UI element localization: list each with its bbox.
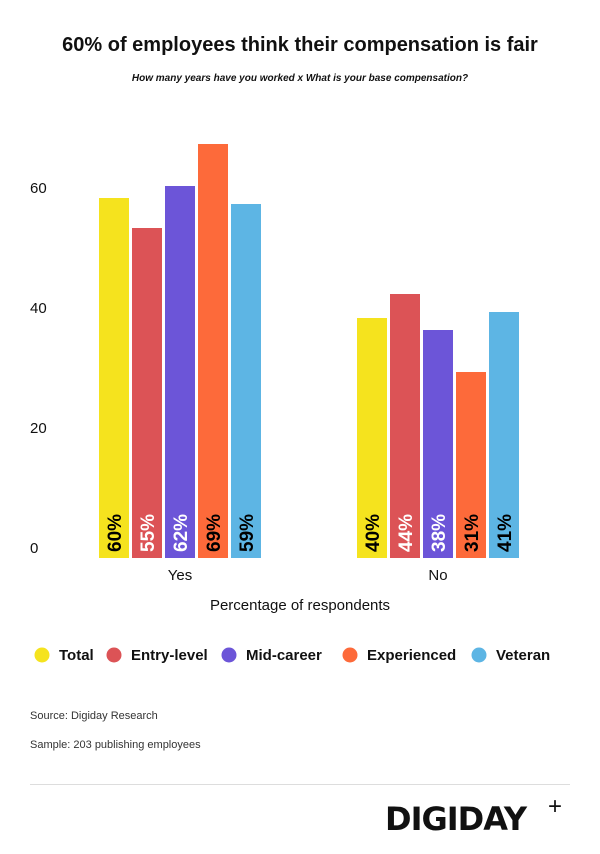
data-label: 38% xyxy=(429,514,450,552)
legend-label: Mid-career xyxy=(246,647,322,664)
legend-label: Veteran xyxy=(496,647,550,664)
y-tick-label: 40 xyxy=(30,300,47,317)
chart-subtitle: How many years have you worked x What is… xyxy=(131,73,469,84)
data-label: 44% xyxy=(396,514,417,552)
legend-swatch-entry-level xyxy=(106,647,122,663)
legend-swatch-mid-career xyxy=(221,647,237,663)
bar-experienced-yes xyxy=(198,144,228,558)
plus-icon: + xyxy=(548,793,563,820)
bar-mid-career-no xyxy=(423,330,453,558)
data-label: 69% xyxy=(204,514,225,552)
y-tick-label: 0 xyxy=(30,540,38,557)
legend-label: Entry-level xyxy=(131,647,208,664)
data-label: 60% xyxy=(105,514,126,552)
legend-label: Total xyxy=(59,647,94,664)
data-label: 40% xyxy=(363,514,384,552)
x-category-label: No xyxy=(428,567,447,584)
legend-swatch-veteran xyxy=(471,647,487,663)
sample-note: Sample: 203 publishing employees xyxy=(30,739,201,751)
footer-divider xyxy=(30,784,570,785)
digiday-logo: DIGIDAY xyxy=(385,800,527,838)
data-label: 41% xyxy=(495,514,516,552)
x-category-label: Yes xyxy=(168,567,192,584)
bar-experienced-no xyxy=(456,372,486,558)
bar-mid-career-yes xyxy=(165,186,195,558)
y-tick-label: 20 xyxy=(30,420,47,437)
bar-entry-level-no xyxy=(390,294,420,558)
x-axis-label: Percentage of respondents xyxy=(210,597,390,614)
legend-swatch-experienced xyxy=(342,647,358,663)
bar-total-yes xyxy=(99,198,129,558)
bar-veteran-yes xyxy=(231,204,261,558)
data-label: 62% xyxy=(171,514,192,552)
legend-swatch-total xyxy=(34,647,50,663)
data-label: 31% xyxy=(462,514,483,552)
bar-total-no xyxy=(357,318,387,558)
bar-chart: 0 20 40 60 60% 55% 62% 69% 59% Yes 40% 44% 38% 31% 41%… xyxy=(30,144,550,664)
legend-label: Experienced xyxy=(367,647,456,664)
data-label: 55% xyxy=(138,514,159,552)
source-note: Source: Digiday Research xyxy=(30,710,158,722)
data-label: 59% xyxy=(237,514,258,552)
y-tick-label: 60 xyxy=(30,180,47,197)
bar-veteran-no xyxy=(489,312,519,558)
chart-title: 60% of employees think their compensatio… xyxy=(62,34,538,56)
bar-entry-level-yes xyxy=(132,228,162,558)
